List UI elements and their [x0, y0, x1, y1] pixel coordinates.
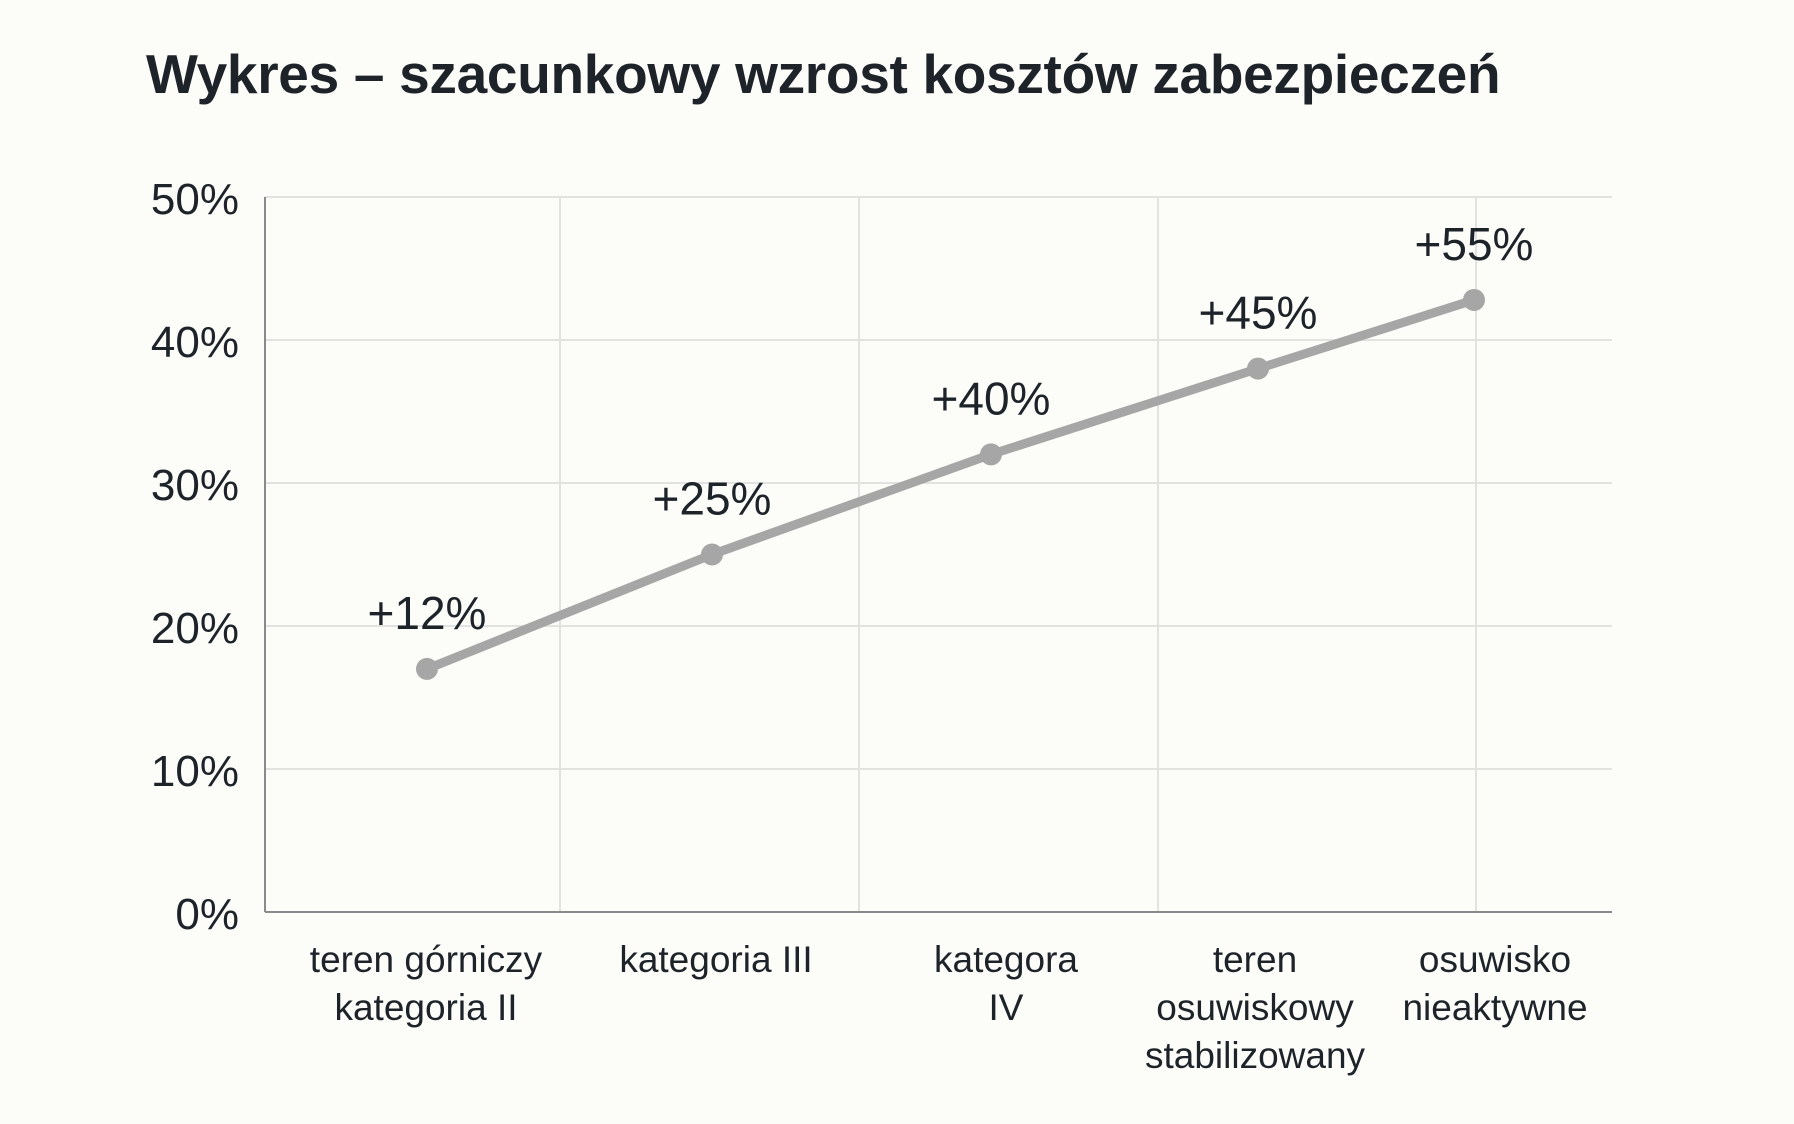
x-tick-label-line: teren górniczy [310, 939, 543, 980]
chart-title: Wykres – szacunkowy wzrost kosztów zabez… [146, 43, 1501, 105]
x-tick-label-line: teren [1213, 939, 1297, 980]
x-tick-label-line: osuwisko [1419, 939, 1571, 980]
data-label: +12% [368, 587, 487, 639]
data-label: +55% [1415, 218, 1534, 270]
x-tick-label: kategora IV [934, 939, 1078, 1028]
x-tick-label-line: stabilizowany [1145, 1035, 1366, 1076]
x-tick-label: osuwisko nieaktywne [1402, 939, 1587, 1028]
data-label: +25% [653, 473, 772, 525]
x-tick-label-line: IV [989, 987, 1024, 1028]
x-tick-label-line: osuwiskowy [1156, 987, 1354, 1028]
y-tick-label: 10% [151, 747, 239, 796]
data-label: +45% [1199, 287, 1318, 339]
x-tick-label: teren górniczy kategoria II [310, 939, 543, 1028]
data-point [1247, 357, 1269, 380]
data-point [416, 657, 438, 680]
y-tick-label: 20% [151, 604, 239, 653]
data-label: +40% [932, 372, 1051, 424]
x-tick-label-line: kategora [934, 939, 1078, 980]
x-tick-label-line: kategoria II [334, 987, 517, 1028]
y-tick-label: 0% [175, 890, 239, 939]
y-tick-label: 50% [151, 175, 239, 224]
y-tick-label: 30% [151, 461, 239, 510]
x-tick-label: teren osuwiskowy stabilizowany [1145, 939, 1366, 1076]
series-line [422, 295, 1479, 674]
x-tick-label-line: nieaktywne [1402, 987, 1587, 1028]
x-tick-label-line: kategoria III [619, 939, 812, 980]
data-point [1463, 288, 1485, 311]
data-point [980, 443, 1002, 466]
y-tick-label: 40% [151, 318, 239, 367]
x-tick-label: kategoria III [619, 939, 812, 980]
data-point [701, 543, 723, 566]
